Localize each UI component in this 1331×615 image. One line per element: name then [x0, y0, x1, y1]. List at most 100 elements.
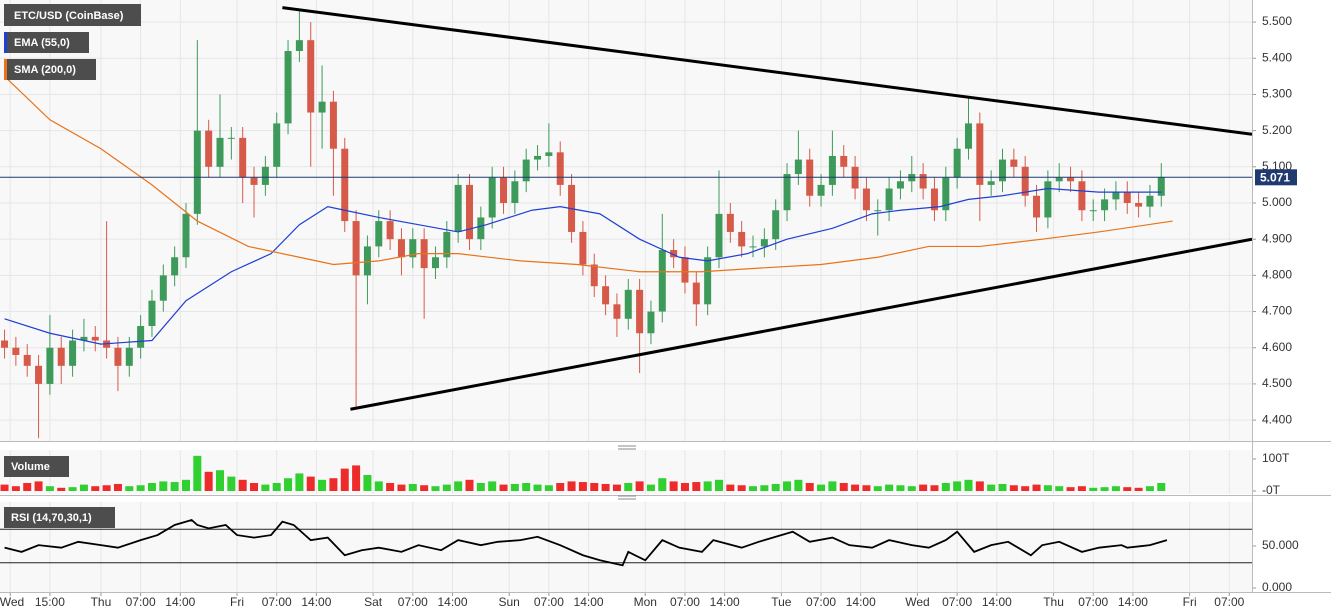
volume-bar	[454, 481, 463, 491]
candle-body	[749, 246, 757, 248]
x-tick-label: 14:00	[982, 595, 1012, 609]
volume-bar	[57, 487, 66, 491]
panel-title: RSI (14,70,30,1)	[11, 512, 92, 524]
candle-body	[91, 336, 99, 341]
volume-bar	[465, 479, 474, 491]
candle-body	[647, 311, 655, 334]
volume-bar	[499, 484, 508, 491]
legend-item[interactable]: SMA (200,0)	[4, 59, 96, 80]
candle-body	[1146, 195, 1154, 207]
candle-body	[318, 101, 326, 113]
y-tick-label: 4.500	[1262, 376, 1292, 390]
volume-bar	[442, 484, 451, 491]
candle-body	[534, 155, 542, 160]
candle-body	[874, 210, 882, 212]
x-tick-label: 07:00	[942, 595, 972, 609]
volume-bar	[386, 483, 395, 491]
volume-bar	[261, 484, 270, 491]
y-tick-label: 5.300	[1262, 87, 1292, 101]
x-tick-label: 07:00	[262, 595, 292, 609]
volume-bar	[1021, 486, 1030, 491]
y-tick-label: 0.000	[1262, 580, 1292, 594]
candle-body	[692, 282, 700, 305]
candle-body	[999, 159, 1007, 182]
candle-body	[862, 188, 870, 211]
candle-body	[817, 184, 825, 196]
volume-bar	[987, 484, 996, 491]
candle-body	[159, 275, 167, 301]
price-panel	[0, 0, 1252, 441]
candle-body	[783, 174, 791, 211]
candle-body	[307, 40, 315, 113]
resize-handle[interactable]	[618, 495, 636, 500]
x-tick-label: 14:00	[301, 595, 331, 609]
candle-body	[363, 246, 371, 276]
x-tick-label: 14:00	[165, 595, 195, 609]
volume-bar	[885, 484, 894, 491]
candle-body	[12, 347, 20, 355]
volume-bar	[522, 483, 531, 491]
rsi-panel	[0, 502, 1252, 592]
volume-bar	[941, 483, 950, 491]
candle-body	[681, 257, 689, 283]
candle-body	[261, 166, 269, 185]
volume-bar	[1077, 486, 1086, 491]
trendline	[282, 6, 1252, 136]
x-tick-label: Thu	[1043, 595, 1064, 609]
candle-body	[386, 221, 394, 240]
volume-bar	[216, 470, 225, 491]
volume-bar	[68, 487, 77, 491]
volume-bar	[964, 479, 973, 491]
y-tick-label: 5.400	[1262, 50, 1292, 64]
volume-bar	[669, 481, 678, 491]
volume-bar	[828, 481, 837, 491]
volume-bar	[919, 484, 928, 491]
candle-body	[500, 177, 508, 203]
candle-body	[273, 123, 281, 167]
trendline	[350, 237, 1252, 411]
resize-handle[interactable]	[618, 445, 636, 450]
rsi-line	[4, 518, 1168, 567]
candle-body	[624, 289, 632, 319]
volume-bar	[1134, 487, 1143, 491]
volume-bar	[431, 486, 440, 491]
legend-item[interactable]: EMA (55,0)	[4, 32, 89, 53]
volume-bar	[567, 481, 576, 491]
candle-body	[556, 152, 564, 185]
panel-title: Volume	[11, 461, 50, 473]
volume-bar	[318, 479, 327, 491]
volume-bar	[692, 482, 701, 491]
volume-bar	[272, 483, 281, 491]
candle-body	[454, 184, 462, 232]
candle-body	[738, 231, 746, 247]
volume-bar	[125, 486, 134, 491]
price-plot	[0, 0, 1252, 441]
volume-bar	[1043, 485, 1052, 491]
legend-label: SMA (200,0)	[14, 64, 76, 76]
volume-bar	[284, 478, 293, 491]
volume-bar	[397, 484, 406, 491]
volume-bar	[805, 483, 814, 491]
y-tick-label: 5.000	[1262, 195, 1292, 209]
candle-body	[477, 217, 485, 240]
volume-bar	[374, 481, 383, 491]
x-tick-label: 07:00	[1078, 595, 1108, 609]
x-tick-label: Wed	[0, 595, 24, 609]
candle-body	[227, 137, 235, 139]
title-box: ETC/USD (CoinBase)	[4, 4, 141, 26]
volume-bar	[181, 479, 190, 491]
candle-body	[636, 289, 644, 334]
volume-bar	[896, 485, 905, 491]
candle-body	[341, 148, 349, 222]
indicator-line	[4, 75, 1173, 273]
volume-bar	[658, 478, 667, 491]
candle-body	[1101, 199, 1109, 211]
candle-body	[205, 130, 213, 167]
candle-body	[1157, 177, 1165, 196]
candle-body	[704, 257, 712, 305]
candle-body	[466, 184, 473, 240]
volume-bar	[635, 481, 644, 491]
volume-bar	[1009, 485, 1018, 491]
